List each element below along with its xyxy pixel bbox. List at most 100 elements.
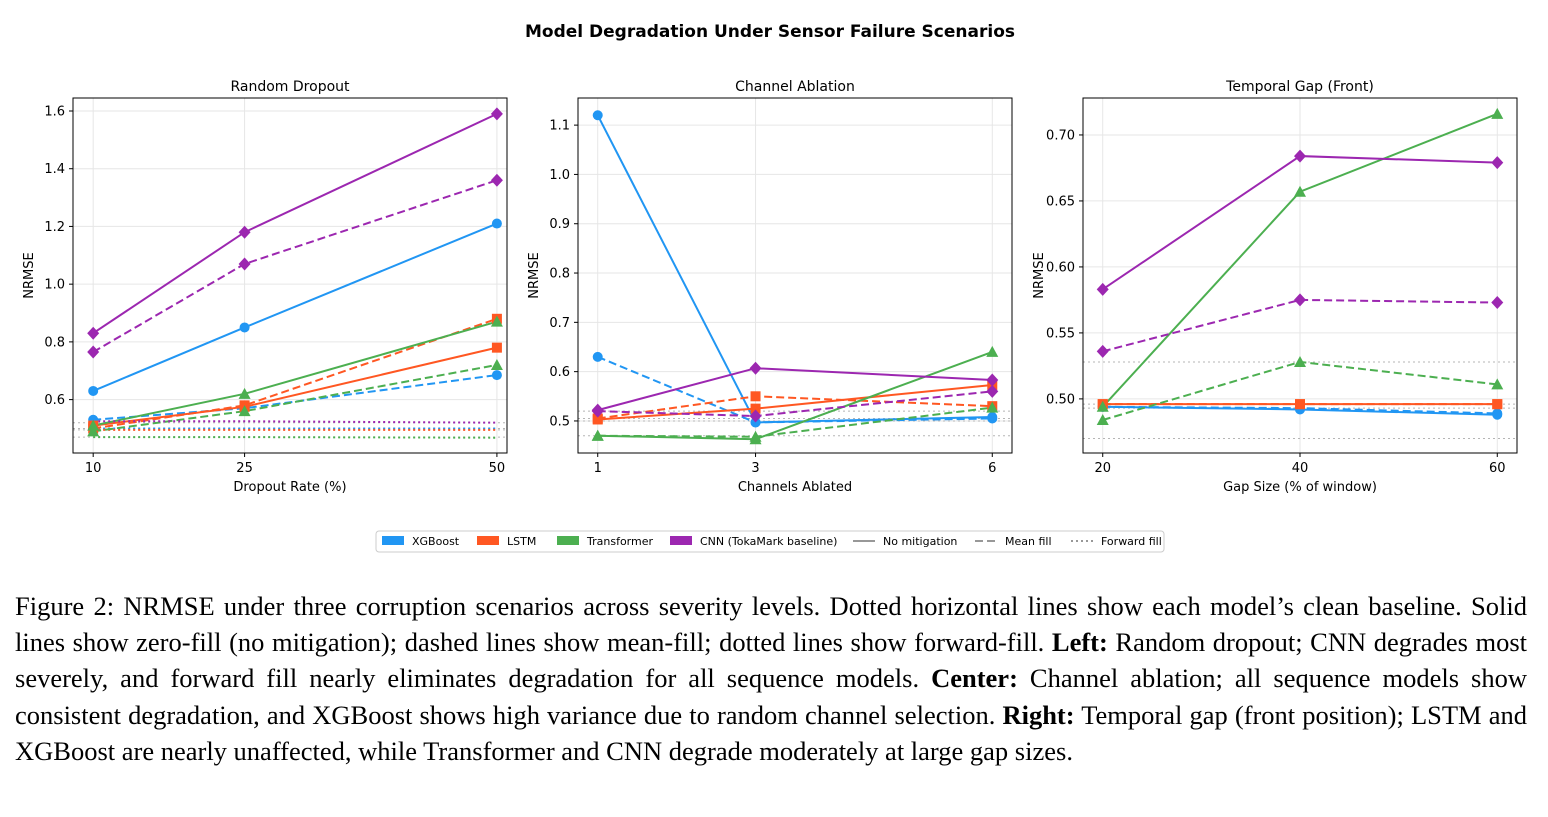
data-point-trf-none (490, 315, 503, 327)
data-point-trf-none (1096, 400, 1109, 412)
data-point-xgb-none (88, 385, 99, 396)
data-point-lstm-none (491, 342, 502, 353)
caption-center-text: Channel ablation; all sequence models sh… (15, 663, 1528, 730)
data-point-trf-none (986, 345, 999, 357)
data-point-cnn-none (749, 361, 762, 375)
caption-right-label: Right: (1002, 699, 1075, 730)
legend-label-mean: Mean fill (1005, 535, 1052, 548)
x-axis-label: Dropout Rate (%) (233, 480, 346, 495)
y-tick-label: 0.50 (1046, 392, 1075, 407)
x-tick-label: 40 (1292, 461, 1309, 476)
x-tick-label: 20 (1094, 461, 1111, 476)
x-axis-label: Gap Size (% of window) (1223, 480, 1377, 495)
y-tick-label: 1.6 (44, 104, 65, 119)
y-tick-label: 0.8 (549, 267, 570, 282)
data-point-trf-mean (1491, 378, 1504, 390)
legend-swatch-cnn (670, 536, 692, 545)
data-point-xgb-mean (592, 351, 603, 362)
y-tick-label: 1.1 (549, 119, 570, 134)
data-point-trf-mean (238, 405, 251, 417)
y-tick-label: 1.0 (549, 168, 570, 183)
series-line-trf-mean (93, 363, 498, 433)
data-point-lstm-mean (1492, 399, 1503, 410)
legend-label-none: No mitigation (883, 535, 957, 548)
y-tick-label: 0.8 (44, 335, 65, 350)
data-point-cnn-none (87, 326, 100, 340)
data-point-trf-mean (986, 401, 999, 413)
data-point-xgb-none (491, 218, 502, 229)
data-point-lstm-none (750, 403, 761, 414)
caption-center-label: Center: (931, 663, 1018, 694)
series-line-cnn-mean (92, 179, 498, 353)
data-point-trf-mean (490, 358, 503, 370)
data-point-cnn-mean (1491, 296, 1504, 310)
x-tick-label: 10 (85, 461, 102, 476)
y-tick-label: 0.55 (1046, 326, 1075, 341)
series-line-xgb-none (92, 222, 498, 392)
data-point-xgb-mean (1492, 408, 1503, 419)
panel-title: Channel Ablation (735, 79, 855, 95)
figure-caption: Figure 2: NRMSE under three corruption s… (15, 588, 1527, 769)
data-point-xgb-none (592, 110, 603, 121)
panel-title: Random Dropout (230, 79, 350, 95)
legend-label-trf: Transformer (586, 535, 653, 548)
series-line-trf-none (92, 320, 498, 427)
data-point-cnn-none (238, 225, 251, 239)
data-point-cnn-none (1294, 149, 1306, 163)
legend-swatch-trf (557, 536, 579, 545)
data-point-cnn-mean (749, 409, 762, 423)
y-tick-label: 0.5 (549, 414, 570, 429)
caption-left-label: Left: (1051, 627, 1108, 658)
legend: XGBoost LSTM Transformer CNN (TokaMark base… (375, 530, 1165, 553)
plot-frame (72, 97, 508, 454)
data-point-cnn-mean (238, 257, 251, 271)
data-point-trf-mean (749, 430, 762, 442)
data-point-cnn-none (1096, 282, 1109, 296)
data-point-trf-none (87, 419, 100, 431)
legend-label-cnn: CNN (TokaMark baseline) (700, 535, 837, 548)
data-point-cnn-mean (490, 173, 503, 187)
legend-swatch-xgb (382, 536, 404, 545)
series-line-trf-none (597, 350, 993, 441)
data-point-cnn-mean (87, 345, 100, 359)
data-point-cnn-mean (1096, 344, 1109, 358)
data-point-cnn-mean (986, 384, 999, 398)
data-point-xgb-none (239, 322, 250, 333)
legend-label-ffill: Forward fill (1101, 535, 1162, 548)
panel-random-dropout: 0.6 0.8 1.0 1.2 1.4 1.6 10 25 50 Random Dropout Dr… (22, 79, 508, 495)
x-tick-label: 1 (594, 461, 602, 476)
data-point-trf-mean (1096, 414, 1109, 426)
y-tick-label: 0.65 (1046, 194, 1075, 209)
panel-title: Temporal Gap (Front) (1225, 79, 1374, 95)
data-point-cnn-none (1491, 156, 1504, 170)
data-point-trf-none (238, 387, 251, 399)
series-line-cnn-mean (1102, 298, 1498, 353)
figure: Model Degradation Under Sensor Failure S… (22, 22, 1518, 553)
series-line-cnn-ffill (93, 420, 497, 424)
x-tick-label: 3 (751, 461, 759, 476)
plot-frame (577, 97, 1013, 454)
series-line-cnn-none (92, 112, 498, 335)
figure-title: Model Degradation Under Sensor Failure S… (525, 22, 1015, 42)
data-point-lstm-mean (592, 413, 603, 424)
data-point-cnn-none (490, 107, 503, 121)
caption-left-text: Random dropout; CNN degrades most severe… (15, 627, 1528, 694)
series-line-trf-ffill (93, 436, 497, 439)
data-point-trf-mean (87, 425, 100, 437)
x-tick-label: 50 (489, 461, 506, 476)
y-tick-label: 0.6 (549, 365, 570, 380)
y-tick-label: 1.2 (44, 220, 65, 235)
legend-label-xgb: XGBoost (412, 535, 460, 548)
data-point-cnn-none (986, 373, 999, 387)
legend-label-lstm: LSTM (507, 535, 536, 548)
x-tick-label: 25 (236, 461, 253, 476)
y-axis-label: NRMSE (22, 252, 37, 298)
y-axis-label: NRMSE (527, 252, 542, 298)
y-tick-label: 0.7 (549, 316, 570, 331)
data-point-cnn-mean (1294, 293, 1306, 307)
data-point-lstm-mean (1295, 399, 1305, 410)
x-axis-label: Channels Ablated (738, 480, 852, 495)
x-tick-label: 6 (988, 461, 996, 476)
data-point-trf-none (1491, 107, 1504, 119)
y-tick-label: 0.70 (1046, 128, 1075, 143)
